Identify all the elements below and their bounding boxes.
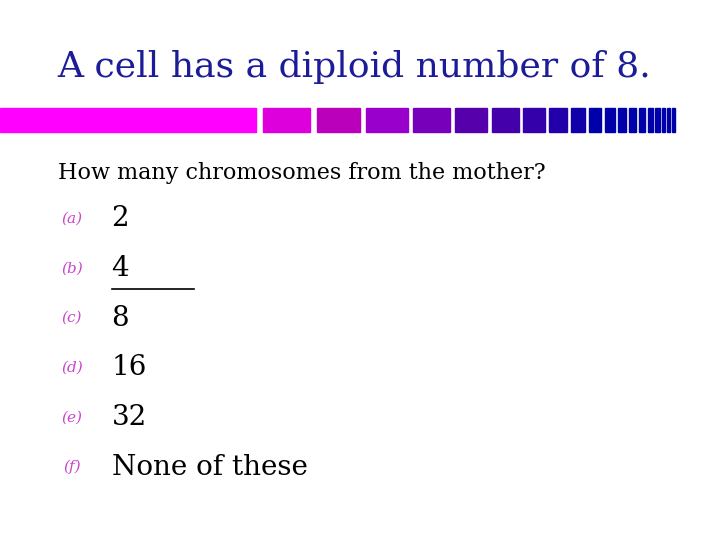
Text: 2: 2 — [112, 205, 129, 232]
Text: None of these: None of these — [112, 454, 307, 481]
Bar — [672, 108, 675, 132]
Text: (a): (a) — [61, 212, 83, 226]
Bar — [366, 108, 408, 132]
Bar — [589, 108, 601, 132]
Text: 8: 8 — [112, 305, 129, 332]
Bar — [523, 108, 545, 132]
Bar — [662, 108, 665, 132]
Bar — [571, 108, 585, 132]
Bar — [492, 108, 519, 132]
Bar — [605, 108, 615, 132]
Text: A cell has a diploid number of 8.: A cell has a diploid number of 8. — [58, 51, 652, 84]
Bar — [667, 108, 670, 132]
Text: 16: 16 — [112, 354, 147, 381]
Bar — [317, 108, 360, 132]
Bar — [455, 108, 487, 132]
Bar — [263, 108, 310, 132]
Bar — [655, 108, 660, 132]
Text: (b): (b) — [61, 261, 83, 275]
Bar — [413, 108, 450, 132]
Bar — [629, 108, 636, 132]
Text: 4: 4 — [112, 255, 129, 282]
Bar — [549, 108, 567, 132]
Text: (c): (c) — [62, 311, 82, 325]
Bar — [639, 108, 645, 132]
Text: (d): (d) — [61, 361, 83, 375]
Text: 32: 32 — [112, 404, 147, 431]
Text: (e): (e) — [61, 410, 83, 424]
Bar — [648, 108, 653, 132]
Text: How many chromosomes from the mother?: How many chromosomes from the mother? — [58, 162, 545, 184]
Bar — [618, 108, 626, 132]
Bar — [0, 108, 256, 132]
Text: (f): (f) — [63, 460, 81, 474]
